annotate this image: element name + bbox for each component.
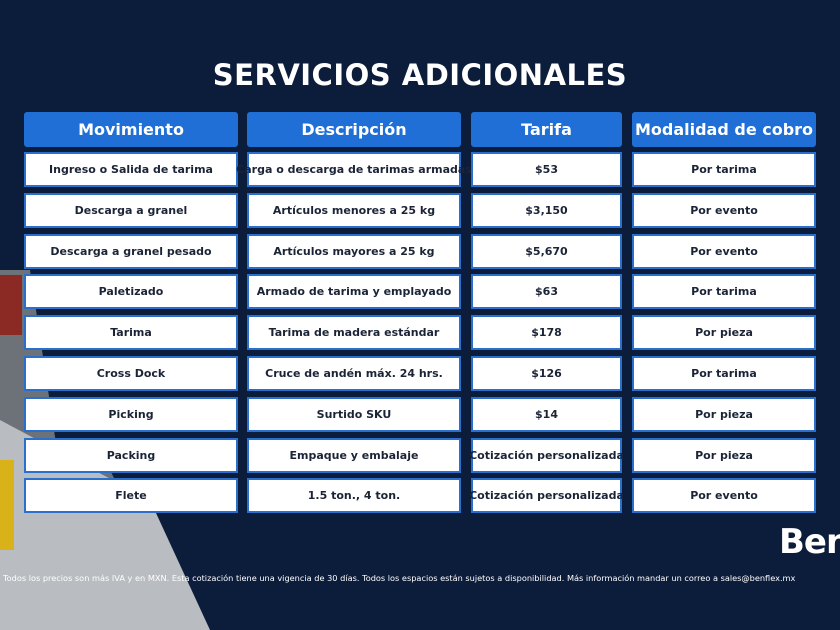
post — [0, 460, 14, 550]
table-cell: Por tarima — [632, 274, 816, 310]
table-cell: $126 — [471, 356, 622, 391]
table-cell: $3,150 — [471, 192, 622, 228]
table-cell: Por evento — [632, 233, 816, 269]
footer-note: Todos los precios son más IVA y en MXN. … — [3, 573, 796, 583]
table-cell: Por tarima — [632, 356, 816, 391]
logo: Ben — [779, 522, 840, 562]
table-cell: Por tarima — [632, 152, 816, 187]
table-cell: Por evento — [632, 478, 816, 514]
table-cell: Flete — [24, 478, 238, 514]
table-cell: Packing — [24, 437, 238, 473]
column-header: Tarifa — [471, 112, 622, 147]
table-cell: Descarga a granel — [24, 192, 238, 228]
table-cell: Por evento — [632, 192, 816, 228]
table-cell: Armado de tarima y emplayado — [247, 274, 461, 310]
table-cell: Tarima de madera estándar — [247, 315, 461, 351]
table-cell: Cotización personalizada — [469, 437, 624, 473]
table-cell: Por pieza — [632, 315, 816, 351]
table-cell: $53 — [471, 152, 622, 187]
table-cell: $14 — [471, 396, 622, 432]
table-cell: Por pieza — [632, 437, 816, 473]
title: SERVICIOS ADICIONALES — [212, 58, 628, 92]
column-header: Modalidad de cobro — [632, 112, 816, 147]
table-cell: $178 — [471, 315, 622, 351]
table-cell: Cruce de andén máx. 24 hrs. — [247, 356, 461, 391]
table-cell: 1.5 ton., 4 ton. — [247, 478, 461, 514]
table-cell: Cross Dock — [24, 356, 238, 391]
table-cell: Por pieza — [632, 396, 816, 432]
table-cell: Artículos mayores a 25 kg — [247, 233, 461, 269]
table-cell: Ingreso o Salida de tarima — [24, 152, 238, 187]
table-cell: Carga o descarga de tarimas armadas — [236, 152, 472, 187]
table-cell: Paletizado — [24, 274, 238, 310]
table-cell: Surtido SKU — [247, 396, 461, 432]
table-cell: Cotización personalizada — [469, 478, 624, 514]
rack — [0, 275, 22, 335]
table-cell: Tarima — [24, 315, 238, 351]
column-header: Descripción — [247, 112, 461, 147]
table-cell: Descarga a granel pesado — [24, 233, 238, 269]
table-cell: Artículos menores a 25 kg — [247, 192, 461, 228]
column-header: Movimiento — [24, 112, 238, 147]
table-cell: Picking — [24, 396, 238, 432]
table-cell: $5,670 — [471, 233, 622, 269]
table-cell: Empaque y embalaje — [247, 437, 461, 473]
table-cell: $63 — [471, 274, 622, 310]
